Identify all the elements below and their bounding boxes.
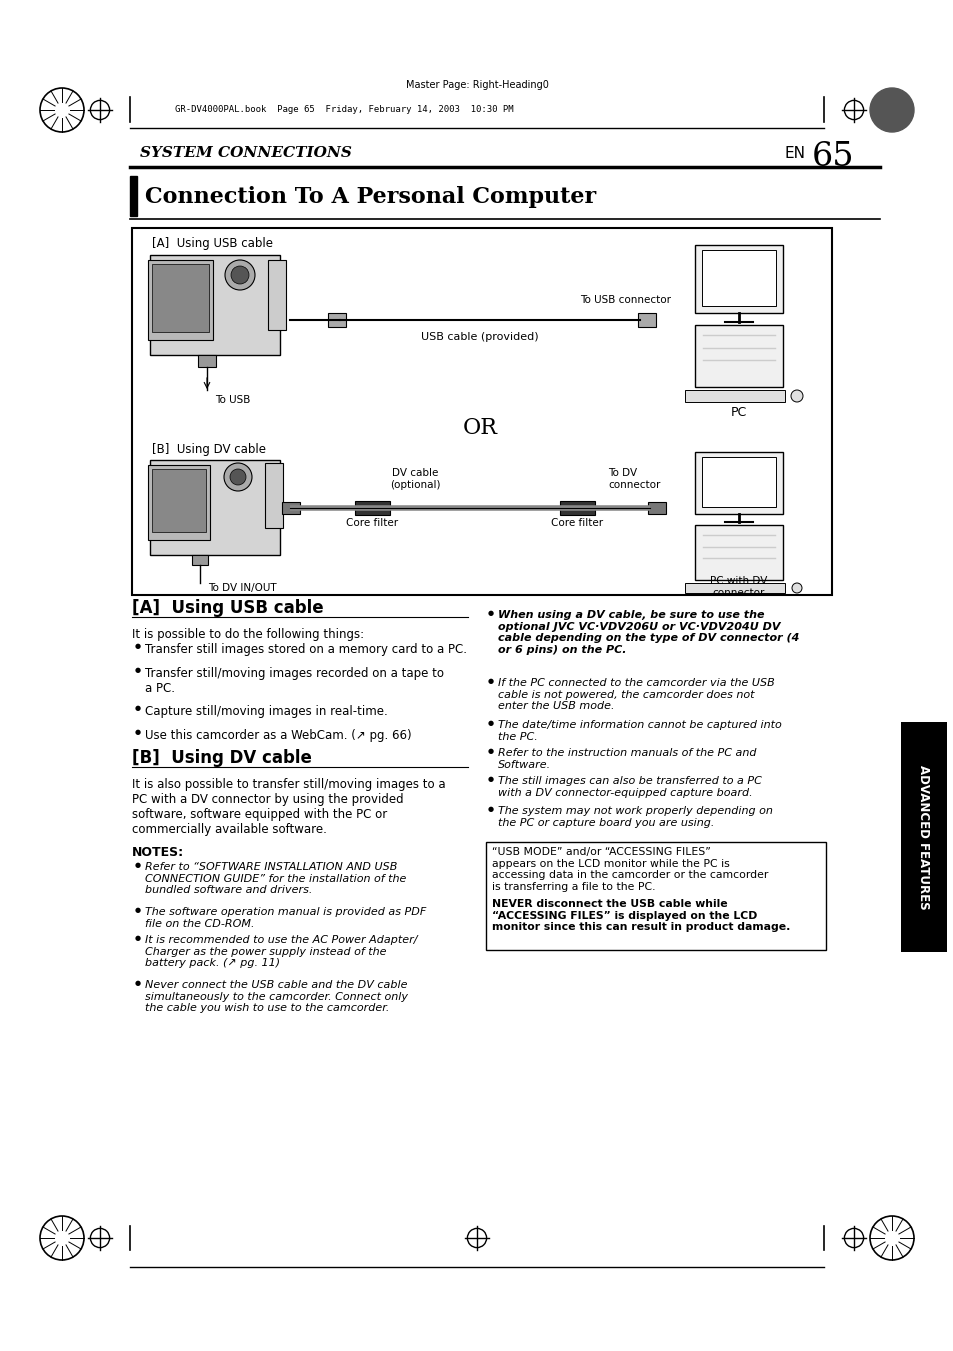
Text: To DV
connector: To DV connector	[607, 469, 659, 490]
Text: ADVANCED FEATURES: ADVANCED FEATURES	[917, 765, 929, 909]
Text: ●: ●	[135, 907, 141, 913]
Text: Refer to “SOFTWARE INSTALLATION AND USB
CONNECTION GUIDE” for the installation o: Refer to “SOFTWARE INSTALLATION AND USB …	[145, 862, 406, 896]
Text: Transfer still/moving images recorded on a tape to
a PC.: Transfer still/moving images recorded on…	[145, 667, 443, 694]
Bar	[684, 584, 784, 593]
Bar	[198, 355, 215, 367]
Text: PC: PC	[730, 407, 746, 419]
Text: ●: ●	[488, 775, 494, 782]
Text: ●: ●	[488, 611, 494, 616]
Text: [A]  Using USB cable: [A] Using USB cable	[132, 598, 323, 617]
Text: ●: ●	[135, 705, 141, 711]
Circle shape	[230, 469, 246, 485]
Text: The date/time information cannot be captured into
the PC.: The date/time information cannot be capt…	[497, 720, 781, 742]
Text: ●: ●	[488, 807, 494, 812]
Bar	[132, 228, 831, 594]
Text: It is also possible to transfer still/moving images to a
PC with a DV connector : It is also possible to transfer still/mo…	[132, 778, 445, 836]
Bar	[282, 503, 299, 513]
Text: [B]  Using DV cable: [B] Using DV cable	[132, 748, 312, 767]
Bar	[638, 313, 656, 327]
Text: Never connect the USB cable and the DV cable
simultaneously to the camcorder. Co: Never connect the USB cable and the DV c…	[145, 979, 408, 1013]
Bar	[695, 526, 782, 580]
Text: ●: ●	[488, 678, 494, 684]
Text: NEVER disconnect the USB cable while
“ACCESSING FILES” is displayed on the LCD
m: NEVER disconnect the USB cable while “AC…	[492, 898, 789, 932]
Bar	[355, 501, 390, 515]
Text: Transfer still images stored on a memory card to a PC.: Transfer still images stored on a memory…	[145, 643, 467, 657]
Text: ●: ●	[135, 935, 141, 942]
Bar	[148, 465, 210, 540]
Text: Refer to the instruction manuals of the PC and
Software.: Refer to the instruction manuals of the …	[497, 748, 756, 770]
Text: The software operation manual is provided as PDF
file on the CD-ROM.: The software operation manual is provide…	[145, 907, 426, 928]
Text: 65: 65	[811, 141, 854, 173]
Bar	[485, 842, 825, 950]
Text: “USB MODE” and/or “ACCESSING FILES”
appears on the LCD monitor while the PC is
a: “USB MODE” and/or “ACCESSING FILES” appe…	[492, 847, 767, 892]
Bar	[192, 555, 208, 565]
Text: The system may not work properly depending on
the PC or capture board you are us: The system may not work properly dependi…	[497, 807, 772, 828]
Bar	[695, 453, 782, 513]
Text: ●: ●	[135, 862, 141, 867]
Circle shape	[225, 259, 254, 290]
Text: Use this camcorder as a WebCam. (↗ pg. 66): Use this camcorder as a WebCam. (↗ pg. 6…	[145, 730, 411, 742]
Bar	[900, 721, 946, 952]
Text: [B]  Using DV cable: [B] Using DV cable	[152, 443, 266, 457]
Text: EN: EN	[784, 146, 805, 161]
Bar	[695, 326, 782, 386]
Text: OR: OR	[462, 417, 497, 439]
Bar	[148, 259, 213, 340]
Text: Capture still/moving images in real-time.: Capture still/moving images in real-time…	[145, 705, 387, 717]
Bar	[684, 390, 784, 403]
Bar	[647, 503, 665, 513]
Text: To DV IN/OUT: To DV IN/OUT	[208, 584, 276, 593]
Text: PC with DV
connector: PC with DV connector	[710, 576, 767, 597]
Text: Core filter: Core filter	[551, 517, 602, 528]
Text: Connection To A Personal Computer: Connection To A Personal Computer	[145, 186, 596, 208]
Bar	[152, 263, 209, 332]
Text: ●: ●	[135, 979, 141, 986]
Text: ●: ●	[488, 748, 494, 754]
Text: It is possible to do the following things:: It is possible to do the following thing…	[132, 628, 364, 640]
Text: Core filter: Core filter	[346, 517, 397, 528]
Circle shape	[231, 266, 249, 284]
Text: ●: ●	[488, 720, 494, 725]
Text: DV cable
(optional): DV cable (optional)	[390, 469, 439, 490]
Text: When using a DV cable, be sure to use the
optional JVC VC·VDV206U or VC·VDV204U : When using a DV cable, be sure to use th…	[497, 611, 799, 655]
Text: To USB connector: To USB connector	[579, 295, 670, 305]
Text: ●: ●	[135, 643, 141, 648]
Bar	[328, 313, 346, 327]
Circle shape	[869, 88, 913, 132]
Bar	[695, 245, 782, 313]
Circle shape	[790, 390, 802, 403]
Bar	[701, 250, 775, 305]
Circle shape	[224, 463, 252, 490]
Bar	[150, 459, 280, 555]
Bar	[701, 457, 775, 507]
Text: If the PC connected to the camcorder via the USB
cable is not powered, the camco: If the PC connected to the camcorder via…	[497, 678, 774, 711]
Text: NOTES:: NOTES:	[132, 846, 184, 859]
Bar	[559, 501, 595, 515]
Text: ●: ●	[135, 667, 141, 673]
Text: [A]  Using USB cable: [A] Using USB cable	[152, 236, 273, 250]
Bar	[268, 259, 286, 330]
Circle shape	[791, 584, 801, 593]
Text: To USB: To USB	[214, 394, 250, 405]
Text: It is recommended to use the AC Power Adapter/
Charger as the power supply inste: It is recommended to use the AC Power Ad…	[145, 935, 417, 969]
Bar	[152, 469, 206, 532]
Text: SYSTEM CONNECTIONS: SYSTEM CONNECTIONS	[140, 146, 352, 159]
Text: ●: ●	[135, 730, 141, 735]
Text: The still images can also be transferred to a PC
with a DV connector-equipped ca: The still images can also be transferred…	[497, 775, 761, 797]
Bar	[150, 255, 280, 355]
Text: GR-DV4000PAL.book  Page 65  Friday, February 14, 2003  10:30 PM: GR-DV4000PAL.book Page 65 Friday, Februa…	[174, 105, 513, 115]
Text: Master Page: Right-Heading0: Master Page: Right-Heading0	[405, 80, 548, 91]
Bar	[130, 176, 137, 216]
Bar	[265, 463, 283, 528]
Text: USB cable (provided): USB cable (provided)	[420, 332, 538, 342]
